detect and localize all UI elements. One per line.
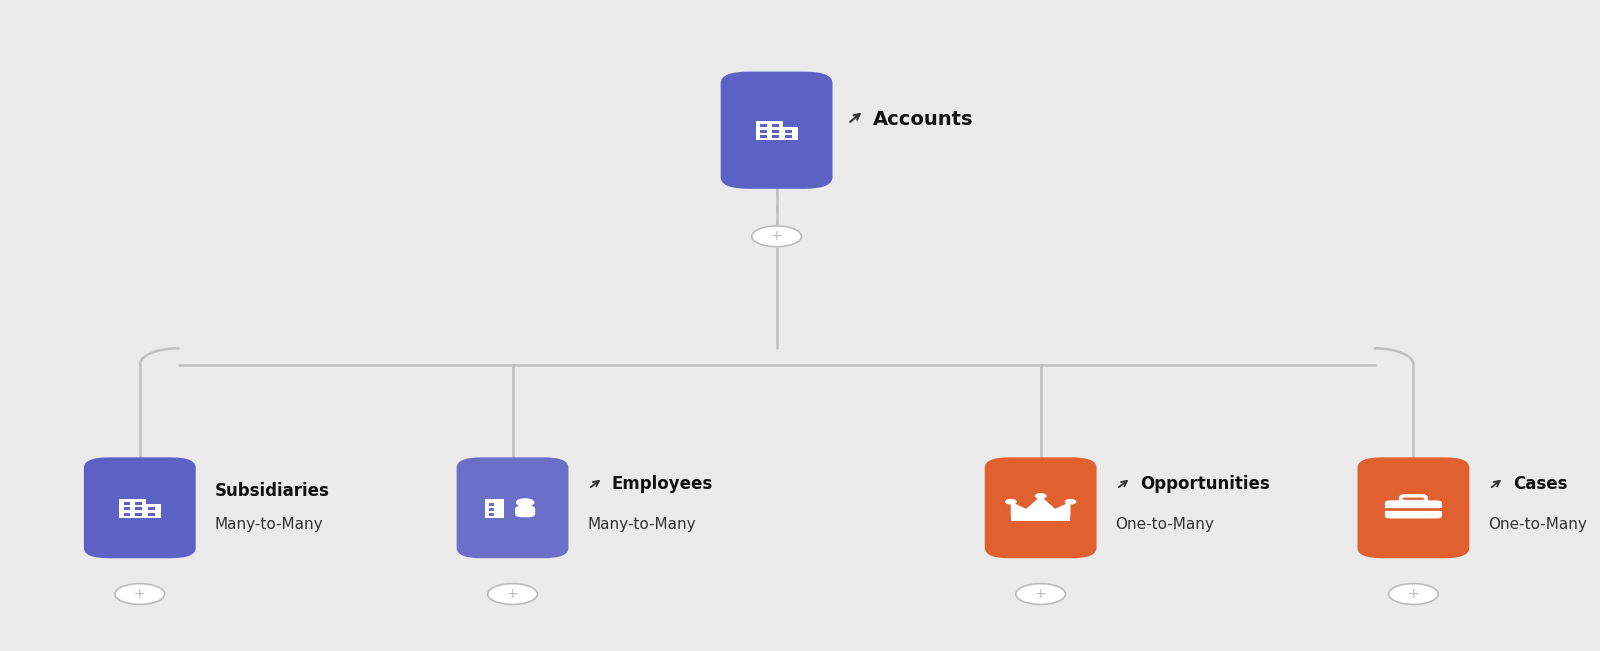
FancyBboxPatch shape bbox=[136, 512, 142, 516]
FancyBboxPatch shape bbox=[149, 507, 155, 510]
Text: Accounts: Accounts bbox=[874, 109, 973, 129]
Circle shape bbox=[1006, 499, 1016, 504]
FancyBboxPatch shape bbox=[786, 130, 792, 133]
FancyBboxPatch shape bbox=[123, 502, 130, 505]
Text: Employees: Employees bbox=[611, 475, 714, 493]
Text: +: + bbox=[507, 587, 518, 601]
FancyBboxPatch shape bbox=[149, 512, 155, 516]
FancyBboxPatch shape bbox=[1386, 501, 1442, 518]
Text: +: + bbox=[1408, 587, 1419, 601]
FancyBboxPatch shape bbox=[984, 457, 1096, 558]
FancyBboxPatch shape bbox=[757, 121, 782, 141]
FancyBboxPatch shape bbox=[760, 135, 766, 138]
FancyBboxPatch shape bbox=[773, 124, 779, 128]
FancyBboxPatch shape bbox=[83, 457, 195, 558]
Text: One-to-Many: One-to-Many bbox=[1115, 517, 1214, 533]
Text: +: + bbox=[771, 229, 782, 243]
Circle shape bbox=[517, 499, 534, 506]
FancyBboxPatch shape bbox=[490, 503, 494, 506]
Polygon shape bbox=[1011, 496, 1070, 516]
FancyBboxPatch shape bbox=[456, 457, 568, 558]
Text: Many-to-Many: Many-to-Many bbox=[214, 517, 323, 533]
FancyBboxPatch shape bbox=[123, 507, 130, 510]
FancyBboxPatch shape bbox=[515, 506, 536, 518]
FancyBboxPatch shape bbox=[773, 130, 779, 133]
FancyBboxPatch shape bbox=[142, 505, 162, 518]
FancyBboxPatch shape bbox=[1011, 516, 1070, 521]
Circle shape bbox=[1035, 493, 1046, 498]
Text: One-to-Many: One-to-Many bbox=[1488, 517, 1587, 533]
FancyBboxPatch shape bbox=[136, 502, 142, 505]
FancyBboxPatch shape bbox=[490, 508, 494, 511]
FancyBboxPatch shape bbox=[490, 514, 494, 516]
Circle shape bbox=[1066, 499, 1075, 504]
Text: Cases: Cases bbox=[1514, 475, 1568, 493]
Circle shape bbox=[1389, 583, 1438, 604]
FancyBboxPatch shape bbox=[779, 127, 798, 141]
Circle shape bbox=[1016, 583, 1066, 604]
FancyBboxPatch shape bbox=[786, 135, 792, 138]
Circle shape bbox=[115, 583, 165, 604]
FancyBboxPatch shape bbox=[485, 499, 504, 518]
FancyBboxPatch shape bbox=[760, 130, 766, 133]
FancyBboxPatch shape bbox=[720, 72, 832, 189]
FancyBboxPatch shape bbox=[1400, 496, 1426, 501]
Text: Many-to-Many: Many-to-Many bbox=[587, 517, 696, 533]
FancyBboxPatch shape bbox=[1357, 457, 1469, 558]
Circle shape bbox=[488, 583, 538, 604]
Text: Subsidiaries: Subsidiaries bbox=[214, 482, 330, 500]
FancyBboxPatch shape bbox=[760, 124, 766, 128]
FancyBboxPatch shape bbox=[123, 512, 130, 516]
FancyBboxPatch shape bbox=[773, 135, 779, 138]
Circle shape bbox=[752, 226, 802, 247]
FancyBboxPatch shape bbox=[120, 499, 146, 518]
FancyBboxPatch shape bbox=[136, 507, 142, 510]
Text: +: + bbox=[134, 587, 146, 601]
Text: +: + bbox=[1035, 587, 1046, 601]
Text: Opportunities: Opportunities bbox=[1141, 475, 1270, 493]
